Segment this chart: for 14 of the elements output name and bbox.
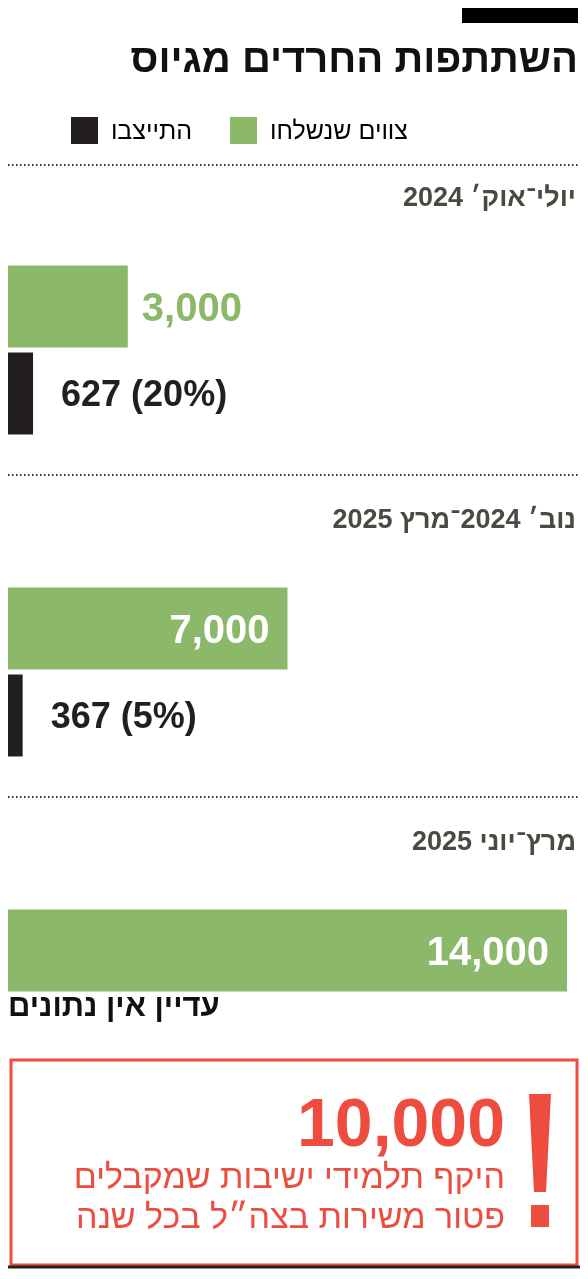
data-label: 367 (5%) bbox=[50, 693, 197, 738]
data-label: 14,000 bbox=[426, 927, 549, 975]
chart-title: השתתפות החרדים מגיוס bbox=[130, 36, 578, 81]
data-label: 7,000 bbox=[169, 605, 270, 653]
legend-label: צווים שנשלחו bbox=[270, 116, 408, 145]
data-label: 627 (20%) bbox=[61, 371, 228, 416]
annotation: עדיין אין נתונים bbox=[8, 987, 220, 1024]
legend-label: התייצבו bbox=[110, 116, 193, 145]
data-label: 3,000 bbox=[141, 283, 242, 331]
y-tick-label: מרץ־יוני 2025 bbox=[411, 826, 576, 857]
y-tick-label: נוב׳ 2024־מרץ 2025 bbox=[332, 504, 576, 535]
text: היקף תלמידי ישיבות שמקבלים פטור משירות בצה״ל בכל שנה bbox=[72, 1157, 505, 1236]
annotation: 10,000 bbox=[297, 1084, 505, 1160]
y-tick-label: יולי־אוק׳ 2024 bbox=[403, 182, 576, 213]
